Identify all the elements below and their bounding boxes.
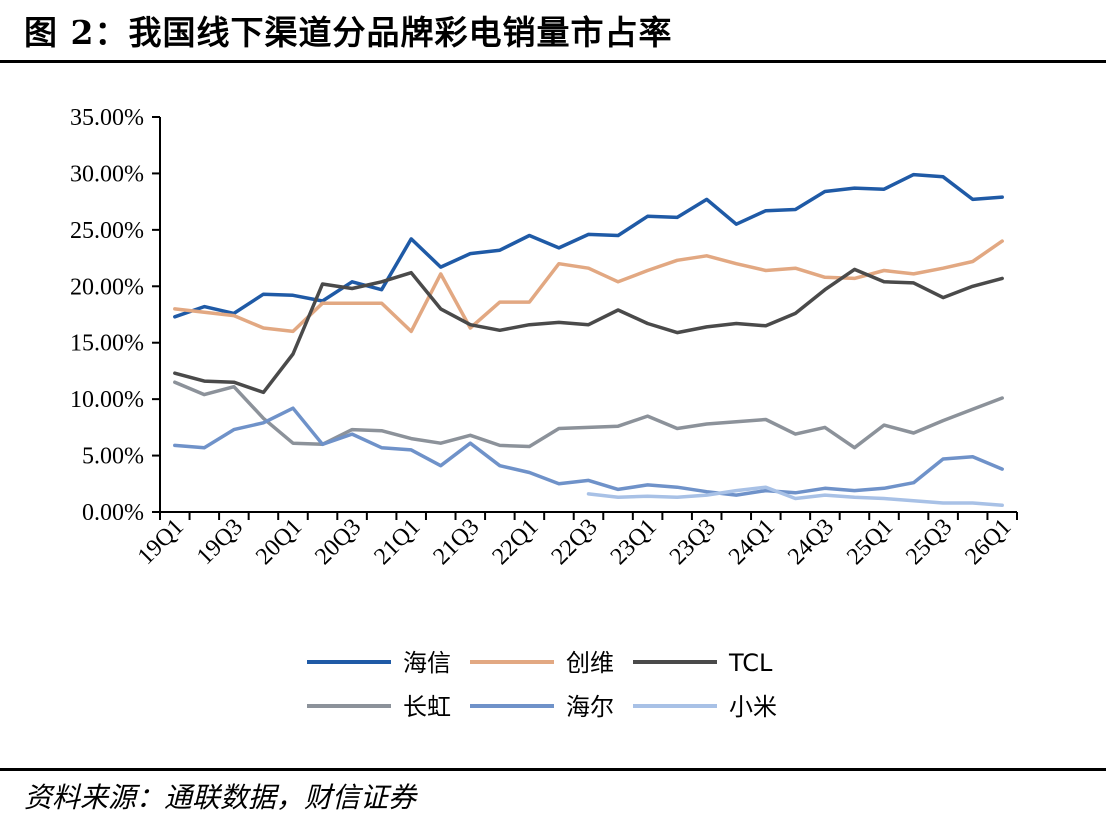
x-tick-label: 21Q3: [428, 514, 484, 570]
x-tick-label: 24Q3: [783, 514, 839, 570]
x-tick-label: 23Q1: [606, 514, 662, 570]
bottom-rule: [0, 768, 1106, 771]
y-tick-label: 30.00%: [70, 161, 144, 187]
y-tick-label: 25.00%: [70, 218, 144, 244]
series-line-长虹: [173, 380, 1004, 450]
x-tick-label: 20Q3: [310, 514, 366, 570]
legend-label: 海尔: [566, 693, 614, 721]
x-tick-label: 25Q3: [901, 514, 957, 570]
x-tick-label: 24Q1: [724, 514, 780, 570]
series-line-创维: [173, 239, 1004, 334]
series-line-小米: [586, 485, 1004, 507]
legend-label: TCL: [728, 649, 773, 677]
chart-series: [173, 172, 1004, 507]
y-tick-label: 35.00%: [70, 105, 144, 131]
series-line-TCL: [173, 267, 1004, 395]
top-rule: [0, 60, 1106, 63]
x-tick-label: 22Q3: [547, 514, 603, 570]
series-line-海信: [173, 172, 1004, 319]
x-tick-label: 21Q1: [369, 514, 425, 570]
series-line-海尔: [173, 406, 1004, 497]
y-tick-label: 15.00%: [70, 331, 144, 357]
x-tick-label: 23Q3: [665, 514, 721, 570]
legend-label: 海信: [403, 649, 451, 677]
legend-label: 长虹: [403, 693, 451, 721]
y-tick-label: 10.00%: [70, 387, 144, 413]
y-tick-label: 0.00%: [82, 500, 144, 526]
x-tick-label: 20Q1: [251, 514, 307, 570]
chart-legend: 海信 创维 TCL 长虹 海尔 小米: [307, 649, 777, 721]
x-tick-label: 19Q3: [192, 514, 248, 570]
y-tick-label: 5.00%: [82, 444, 144, 470]
x-tick-label: 25Q1: [842, 514, 898, 570]
chart-title: 图 2：我国线下渠道分品牌彩电销量市占率: [24, 13, 673, 52]
legend-label: 创维: [566, 649, 614, 677]
x-tick-label: 26Q1: [960, 514, 1016, 570]
x-tick-label: 22Q1: [488, 514, 544, 570]
chart-axes: 0.00% 5.00% 10.00% 15.00% 20.00% 25.00% 30.00%…: [70, 105, 1018, 570]
source-note: 资料来源：通联数据，财信证券: [24, 781, 417, 814]
y-tick-label: 20.00%: [70, 274, 144, 300]
legend-label: 小米: [729, 693, 777, 721]
